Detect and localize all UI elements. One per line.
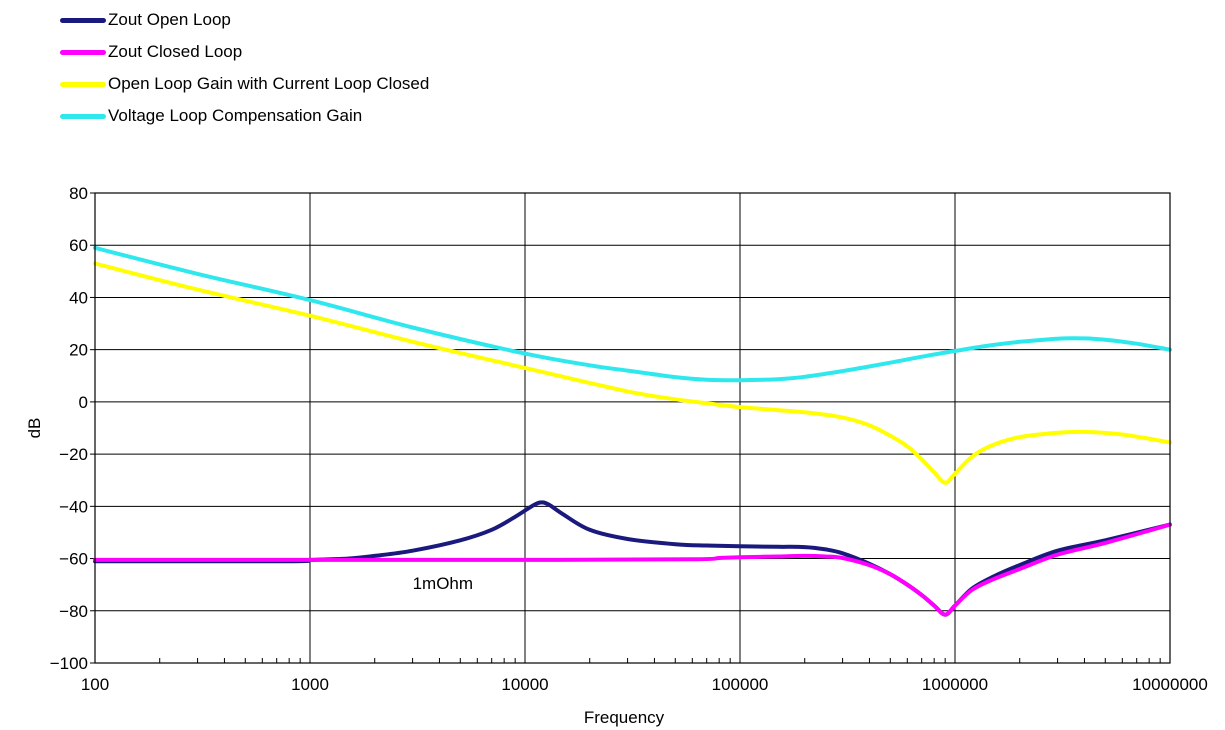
y-axis-label: dB xyxy=(25,418,44,439)
legend-swatch xyxy=(60,113,106,119)
legend-swatch xyxy=(60,49,106,55)
annotation-1mohm: 1mOhm xyxy=(413,574,473,593)
y-tick-label: 60 xyxy=(69,236,88,255)
legend-label: Zout Closed Loop xyxy=(108,42,243,61)
legend-item-zout-closed-loop: Zout Closed Loop xyxy=(60,36,429,68)
legend-label: Zout Open Loop xyxy=(108,10,231,29)
legend-label: Open Loop Gain with Current Loop Closed xyxy=(108,74,430,93)
x-tick-label: 10000 xyxy=(501,675,548,694)
series-line-1 xyxy=(93,522,1172,617)
legend-swatch xyxy=(60,17,106,23)
x-tick-label: 1000 xyxy=(291,675,329,694)
plot-border xyxy=(94,192,1171,664)
series-line-2 xyxy=(93,261,1172,485)
y-tick-label: 80 xyxy=(69,184,88,203)
y-tick-label: −60 xyxy=(59,550,88,569)
tick-labels: 100 1000 10000 100000 1000000 10000000 −100 −80… xyxy=(50,184,1208,694)
x-axis-label: Frequency xyxy=(584,708,665,727)
x-tick-label: 10000000 xyxy=(1132,675,1208,694)
legend-swatch xyxy=(60,81,106,87)
legend-label: Voltage Loop Compensation Gain xyxy=(108,106,363,125)
plot-area xyxy=(95,193,1170,663)
legend: Zout Open Loop Zout Closed Loop Open Loo… xyxy=(60,4,429,132)
series-line-3 xyxy=(93,245,1172,383)
y-tick-label: 20 xyxy=(69,341,88,360)
legend-item-voltage-loop-comp-gain: Voltage Loop Compensation Gain xyxy=(60,100,429,132)
y-tick-label: −40 xyxy=(59,497,88,516)
legend-item-zout-open-loop: Zout Open Loop xyxy=(60,4,429,36)
y-tick-label: −20 xyxy=(59,445,88,464)
x-tick-label: 1000000 xyxy=(922,675,988,694)
x-tick-label: 100 xyxy=(81,675,109,694)
y-tick-label: −100 xyxy=(50,654,88,673)
y-tick-label: 40 xyxy=(69,288,88,307)
y-tick-label: 0 xyxy=(79,393,88,412)
series-layer xyxy=(93,245,1172,617)
x-tick-label: 100000 xyxy=(712,675,769,694)
y-tick-label: −80 xyxy=(59,602,88,621)
legend-item-open-loop-gain: Open Loop Gain with Current Loop Closed xyxy=(60,68,429,100)
